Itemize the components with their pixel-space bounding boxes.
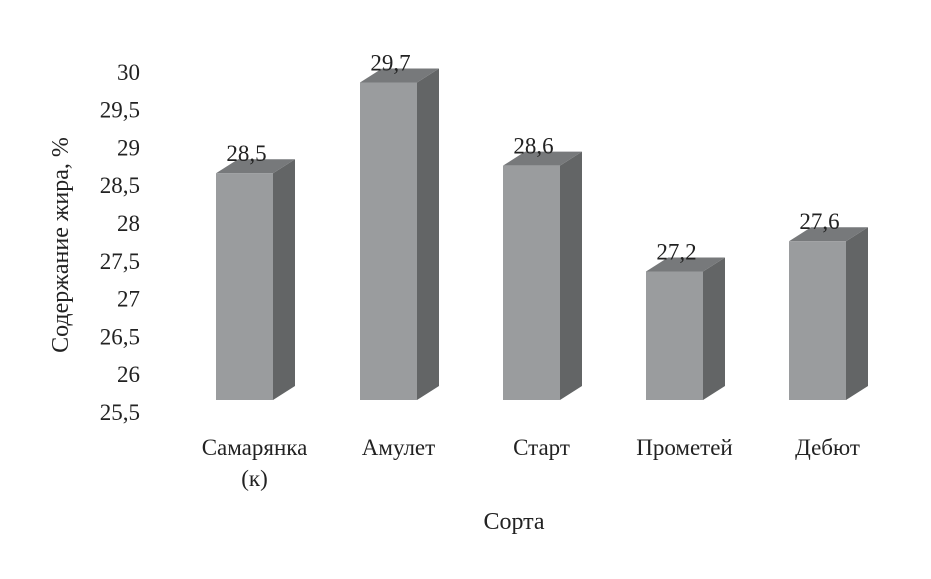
bar-top (360, 68, 439, 83)
bar-top (646, 257, 725, 272)
y-tick-labels: 25,5 26 26,5 27 27,5 28 28,5 29 29,5 30 (100, 60, 140, 425)
y-tick-label: 29 (117, 135, 140, 160)
bar (789, 227, 868, 400)
category-labels: Самарянка (к) Амулет Старт Прометей Дебют (202, 435, 860, 491)
bar-side (703, 257, 725, 400)
bar-side (846, 227, 868, 400)
y-tick-label: 28,5 (100, 173, 140, 198)
category-label: Старт (513, 435, 570, 460)
y-tick-label: 28 (117, 211, 140, 236)
category-label: Самарянка (202, 435, 308, 460)
bar (646, 257, 725, 400)
bar-front (646, 271, 703, 400)
y-axis-label: Содержание жира, % (48, 137, 74, 353)
category-label: Дебют (795, 435, 860, 460)
data-label: 29,7 (370, 50, 410, 75)
y-tick-label: 30 (117, 60, 140, 85)
data-label: 27,6 (799, 209, 839, 234)
x-axis-label: Сорта (483, 509, 544, 535)
bar-top (789, 227, 868, 242)
y-tick-label: 26,5 (100, 324, 140, 349)
data-label: 28,6 (513, 134, 553, 159)
bar-side (417, 68, 439, 400)
bar-top (216, 159, 295, 174)
data-label: 27,2 (656, 239, 696, 264)
y-tick-label: 27,5 (100, 249, 140, 274)
category-label: (к) (241, 466, 268, 491)
bar (503, 151, 582, 400)
category-label: Амулет (362, 435, 435, 460)
bar-front (503, 165, 560, 400)
y-tick-label: 27 (117, 287, 140, 312)
bar-front (216, 173, 273, 400)
bars: 28,5 29,7 28,6 27,2 27,6 (216, 50, 868, 400)
bar-side (560, 151, 582, 400)
data-label: 28,5 (226, 141, 266, 166)
y-tick-label: 29,5 (100, 98, 140, 123)
bar-front (789, 241, 846, 400)
y-tick-label: 25,5 (100, 400, 140, 425)
bar-side (273, 159, 295, 400)
bar-front (360, 82, 417, 400)
bar (360, 68, 439, 400)
y-tick-label: 26 (117, 362, 140, 387)
category-label: Прометей (636, 435, 733, 460)
bar (216, 159, 295, 400)
bar-top (503, 151, 582, 166)
